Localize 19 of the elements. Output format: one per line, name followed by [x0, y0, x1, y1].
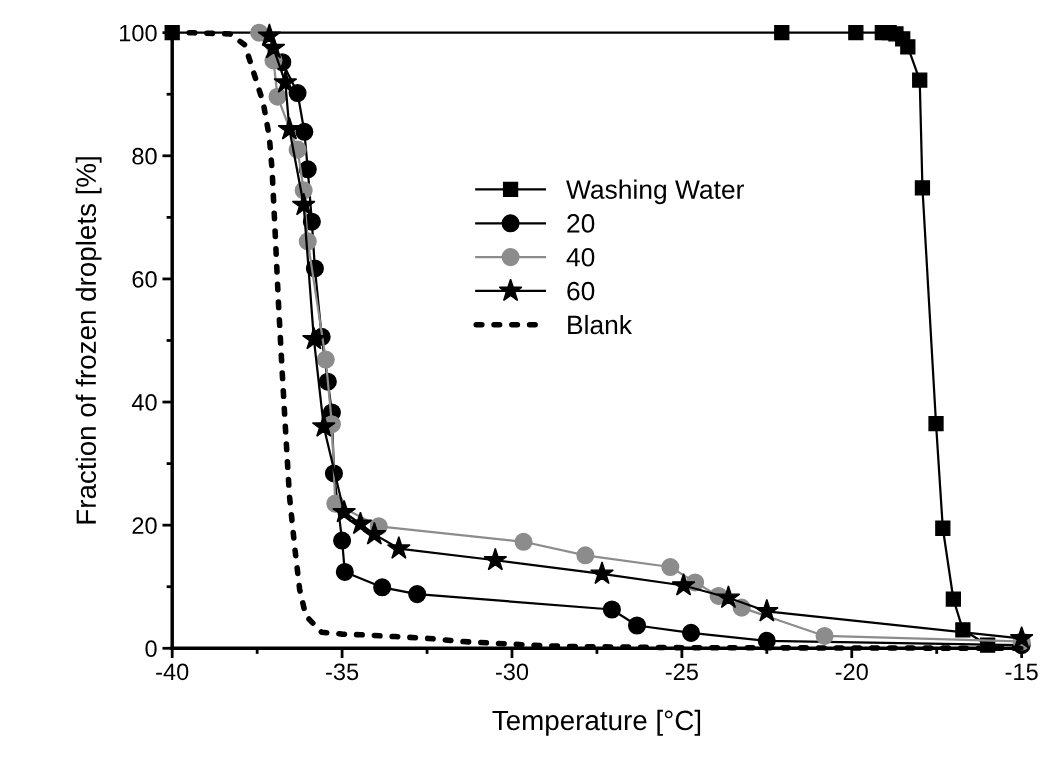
y-tick-label: 0 [145, 640, 157, 658]
legend-label: 20 [567, 214, 595, 233]
y-tick-label: 20 [132, 517, 157, 534]
y-axis-title: Fraction of frozen droplets [%] [75, 157, 102, 524]
legend-label: 40 [566, 247, 595, 267]
x-tick-label: -25 [665, 663, 698, 681]
y-tick-label: 100 [120, 24, 157, 42]
legend-label: Blank [568, 314, 633, 335]
legend-label: 60 [567, 281, 595, 301]
legend-label: Washing Water [566, 179, 744, 205]
x-tick-label: -40 [156, 663, 189, 681]
y-tick-label: 60 [132, 270, 157, 288]
x-tick-label: -30 [495, 663, 529, 681]
x-tick-label: -20 [835, 663, 868, 681]
y-tick-label: 40 [131, 394, 157, 411]
x-tick-label: -35 [326, 663, 359, 681]
x-tick-label: -15 [1005, 663, 1038, 681]
x-axis-title: Temperature [°C] [492, 709, 701, 736]
y-tick-label: 80 [132, 147, 157, 165]
